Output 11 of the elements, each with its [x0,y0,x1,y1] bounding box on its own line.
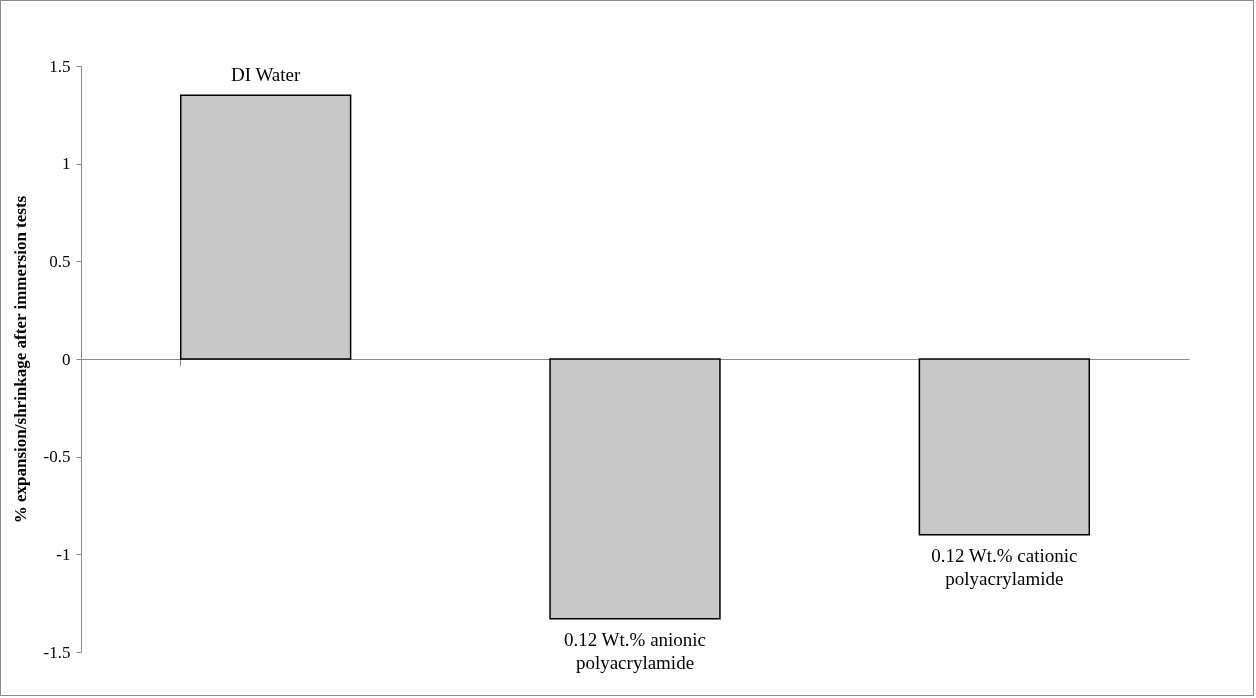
y-tick-label: -1.5 [43,642,71,662]
x-tick-label: 0.12 Wt.% anionic polyacrylamide [563,628,707,673]
y-axis-title: % expansion/shrinkage after immersion tests [10,195,30,524]
x-tick-label: DI Water [230,64,302,86]
x-tick-label: 0.12 Wt.% cationic polyacrylamide [931,544,1078,589]
y-tick-label: 1 [62,154,71,174]
y-tick-label: -1 [56,544,71,564]
y-tick-label: 0 [62,349,71,369]
y-tick-label: 1.5 [49,56,71,76]
y-tick-label: 0.5 [49,251,71,271]
y-tick-label: -0.5 [43,447,71,467]
